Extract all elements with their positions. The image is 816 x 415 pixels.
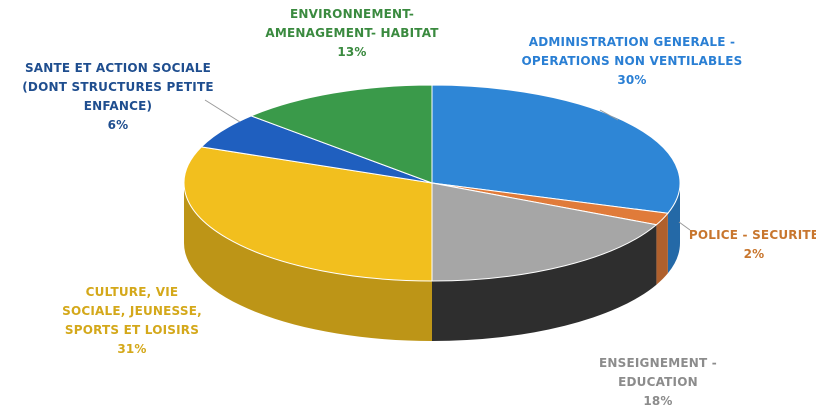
slice-label-line: ENVIRONNEMENT- xyxy=(290,7,414,21)
pie-slice xyxy=(183,146,433,282)
slice-percent: 31% xyxy=(117,342,146,356)
slice-side xyxy=(667,183,680,274)
slice-label: ENVIRONNEMENT- AMENAGEMENT- HABITAT 13% xyxy=(265,7,439,59)
slice-label-line: ADMINISTRATION GENERALE - xyxy=(529,35,735,49)
slice-label: POLICE - SECURITE 2% xyxy=(689,228,816,261)
slice-label-line: SANTE ET ACTION SOCIALE xyxy=(25,61,211,75)
slice-label: SANTE ET ACTION SOCIALE (DONT STRUCTURES … xyxy=(22,61,214,132)
pie-top xyxy=(183,84,681,282)
slice-side xyxy=(432,224,657,341)
leader-lines xyxy=(204,99,691,231)
slice-label: CULTURE, VIE SOCIALE, JEUNESSE, SPORTS ET … xyxy=(62,285,202,356)
slice-label-line: (DONT STRUCTURES PETITE xyxy=(22,80,214,94)
slice-label-line: AMENAGEMENT- HABITAT xyxy=(265,26,439,40)
leader-line xyxy=(599,109,619,121)
slice-label-line: CULTURE, VIE xyxy=(86,285,179,299)
pie-depth xyxy=(184,183,680,341)
slice-percent: 6% xyxy=(108,118,129,132)
slice-side xyxy=(656,213,668,285)
slice-labels: ADMINISTRATION GENERALE - OPERATIONS NON … xyxy=(22,7,816,408)
leader-line xyxy=(678,221,691,231)
slice-label: ENSEIGNEMENT - EDUCATION 18% xyxy=(599,356,717,408)
slice-percent: 30% xyxy=(617,73,646,87)
leader-line xyxy=(204,99,241,123)
slice-label-line: SPORTS ET LOISIRS xyxy=(65,323,199,337)
slice-label: ADMINISTRATION GENERALE - OPERATIONS NON … xyxy=(522,35,743,87)
slice-percent: 2% xyxy=(744,247,765,261)
slice-label-line: SOCIALE, JEUNESSE, xyxy=(62,304,202,318)
slice-percent: 13% xyxy=(337,45,366,59)
slice-label-line: EDUCATION xyxy=(618,375,698,389)
slice-label-line: ENFANCE) xyxy=(84,99,152,113)
pie-slice xyxy=(431,84,681,214)
pie-slice xyxy=(249,84,433,184)
slice-label-line: OPERATIONS NON VENTILABLES xyxy=(522,54,743,68)
slice-percent: 18% xyxy=(643,394,672,408)
slice-label-line: POLICE - SECURITE xyxy=(689,228,816,242)
pie-slice xyxy=(431,182,658,282)
slice-label-line: ENSEIGNEMENT - xyxy=(599,356,717,370)
slice-side xyxy=(184,183,432,341)
